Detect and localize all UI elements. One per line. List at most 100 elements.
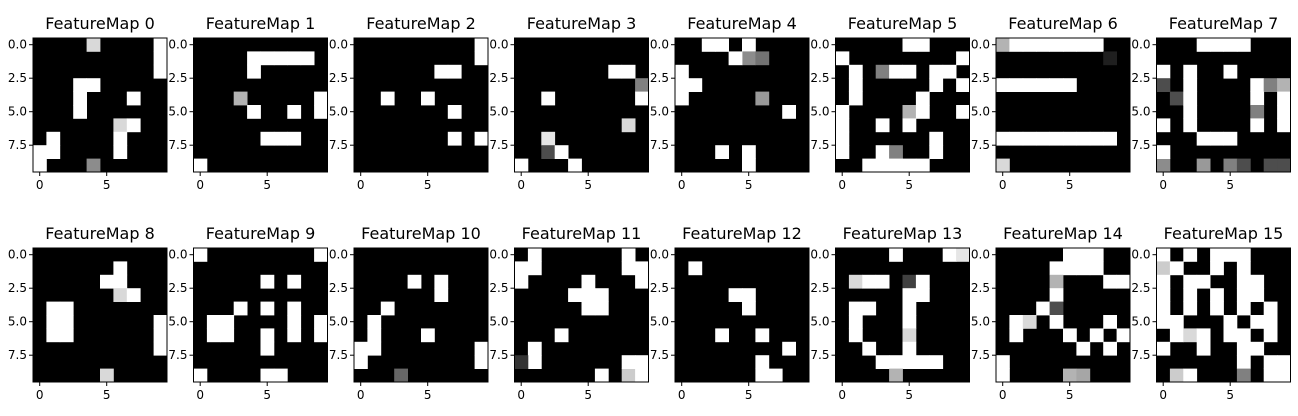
heatmap-cell <box>1076 131 1091 146</box>
y-tick-label: 0.0 <box>1131 38 1150 52</box>
y-tick-label: 0.0 <box>8 248 27 262</box>
heatmap-cell <box>915 91 930 106</box>
heatmap-cell <box>206 315 221 329</box>
heatmap-cell <box>1049 78 1064 92</box>
y-tick-label: 5.0 <box>650 105 669 119</box>
heatmap-cell <box>1049 261 1064 276</box>
x-tick-label: 0 <box>1159 388 1167 402</box>
heatmap-cell <box>86 38 101 52</box>
feature-map-4: FeatureMap 4 0 5 0.0 2.5 5.0 7.5 <box>650 14 810 192</box>
heatmap-cell <box>594 368 609 383</box>
heatmap-cell <box>1116 274 1131 289</box>
heatmap-cell <box>862 158 877 173</box>
heatmap-cell <box>1236 248 1251 262</box>
heatmap-cell <box>875 355 890 369</box>
heatmap-cell <box>421 91 435 106</box>
heatmap-cell <box>835 118 850 133</box>
heatmap-cell <box>1223 158 1238 173</box>
x-tick-label: 5 <box>745 388 753 402</box>
y-tick-label: 7.5 <box>971 348 990 362</box>
heatmap-cell <box>635 355 649 369</box>
y-tick-label: 0.0 <box>650 248 669 262</box>
heatmap-cell <box>314 91 328 106</box>
heatmap-cell <box>848 91 863 106</box>
heatmap-cell <box>675 64 689 79</box>
axes-frame <box>674 247 810 383</box>
heatmap-cell <box>1277 78 1291 92</box>
heatmap-cell <box>314 105 328 119</box>
heatmap-cell <box>862 341 877 356</box>
heatmap-cell <box>1049 131 1064 146</box>
heatmap-cell <box>1076 368 1091 383</box>
heatmap-cell <box>996 38 1010 52</box>
heatmap-cell <box>875 118 890 133</box>
heatmap-cell <box>1156 274 1171 289</box>
heatmap-cell <box>1076 38 1091 52</box>
heatmap-cell <box>1156 118 1171 133</box>
heatmap-cell <box>1103 315 1117 329</box>
feature-map-title: FeatureMap 5 <box>848 14 958 33</box>
heatmap-cell <box>1263 158 1278 173</box>
heatmap-cell <box>875 145 890 159</box>
heatmap-cell <box>1263 328 1278 343</box>
heatmap-cell <box>902 105 917 119</box>
heatmap-cell <box>1223 315 1238 329</box>
feature-map-title: FeatureMap 2 <box>366 14 476 33</box>
axes-frame <box>835 37 970 173</box>
heatmap-cell <box>287 328 302 343</box>
heatmap-cell <box>956 105 970 119</box>
y-tick-label: 0.0 <box>489 38 508 52</box>
heatmap-cell <box>260 368 275 383</box>
y-tick-label: 0.0 <box>810 38 829 52</box>
x-tick-label: 0 <box>517 178 525 192</box>
heatmap-cell <box>715 145 729 159</box>
x-tick-label: 0 <box>196 388 204 402</box>
axes-frame <box>995 247 1131 383</box>
heatmap-cell <box>113 145 128 159</box>
heatmap-cell <box>902 301 917 316</box>
heatmap-cell <box>1196 131 1211 146</box>
heatmap-cell <box>1223 248 1238 262</box>
heatmap-cell <box>1156 248 1171 262</box>
y-tick-label: 5.0 <box>650 315 669 329</box>
heatmap-cell <box>1196 328 1211 343</box>
heatmap-cell <box>527 248 542 262</box>
heatmap-cell <box>728 51 743 66</box>
heatmap-cell <box>915 105 930 119</box>
heatmap-cell <box>1236 38 1251 52</box>
heatmap-cell <box>354 341 368 356</box>
heatmap-cell <box>1183 78 1198 92</box>
heatmap-cell <box>568 158 582 173</box>
x-tick-label: 0 <box>357 178 365 192</box>
heatmap-cell <box>474 355 489 369</box>
heatmap-cell <box>260 301 275 316</box>
y-tick-label: 7.5 <box>489 138 508 152</box>
heatmap-cell <box>742 301 756 316</box>
heatmap-cell <box>902 64 917 79</box>
heatmap-cell <box>1116 328 1131 343</box>
heatmap-cell <box>514 158 529 173</box>
heatmap-cell <box>608 64 623 79</box>
heatmap-cell <box>1063 368 1077 383</box>
heatmap-cell <box>1156 158 1171 173</box>
heatmap-cell <box>956 51 970 66</box>
heatmap-cell <box>1250 315 1265 329</box>
feature-map-14: FeatureMap 14 0 5 0.0 2.5 5.0 7.5 <box>971 224 1131 402</box>
heatmap-cell <box>1210 301 1224 316</box>
x-tick-label: 5 <box>1226 178 1234 192</box>
heatmap-cell <box>113 274 128 289</box>
heatmap-cell <box>1183 105 1198 119</box>
y-tick-label: 2.5 <box>329 281 348 295</box>
heatmap-cell <box>153 328 168 343</box>
feature-map-6: FeatureMap 6 0 5 0.0 2.5 5.0 7.5 <box>971 14 1131 192</box>
heatmap-cell <box>635 274 649 289</box>
heatmap-cell <box>635 78 649 92</box>
heatmap-cell <box>1250 105 1265 119</box>
heatmap-cell <box>1022 315 1037 329</box>
heatmap-cell <box>1277 91 1291 106</box>
heatmap-cell <box>33 158 47 173</box>
heatmap-cell <box>260 274 275 289</box>
heatmap-cell <box>742 288 756 302</box>
heatmap-cell <box>929 145 944 159</box>
heatmap-cell <box>1169 261 1184 276</box>
